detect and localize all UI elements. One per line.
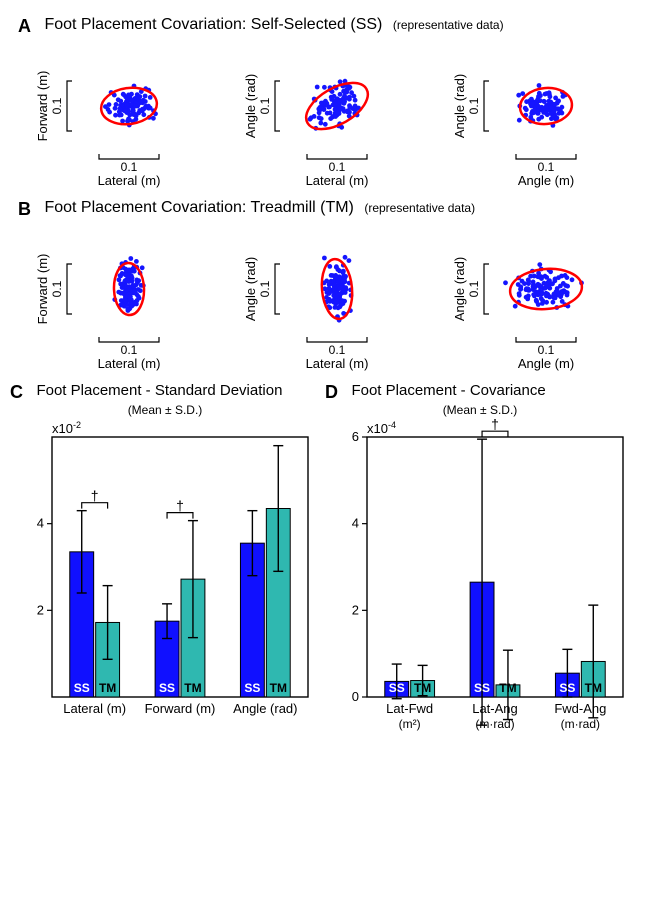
scatter-plot: 0.1 Lateral (m) 0.1 Angle (rad) [227, 224, 417, 374]
panel-a-title: Foot Placement Covariation: Self-Selecte… [44, 16, 382, 33]
panel-d-label: D [325, 382, 347, 403]
svg-text:TM: TM [184, 681, 201, 695]
svg-text:Lateral (m): Lateral (m) [306, 173, 369, 188]
svg-text:Lateral (m): Lateral (m) [98, 173, 161, 188]
panel-c-header: C Foot Placement - Standard Deviation [10, 382, 320, 403]
panel-a-header: A Foot Placement Covariation: Self-Selec… [18, 16, 635, 37]
svg-text:0.1: 0.1 [121, 343, 138, 357]
panel-a-subtitle: (representative data) [393, 18, 504, 32]
panel-a-label: A [18, 16, 40, 37]
panel-b-header: B Foot Placement Covariation: Treadmill … [18, 199, 635, 220]
svg-text:SS: SS [474, 681, 490, 695]
svg-text:0.1: 0.1 [537, 343, 554, 357]
panel-c-chart: x10-2 2 4 SS TM † Lateral (m) SS TM † Forward (m) S… [10, 417, 320, 747]
svg-text:2: 2 [352, 602, 359, 617]
svg-text:SS: SS [559, 681, 575, 695]
svg-text:SS: SS [159, 681, 175, 695]
svg-text:Forward (m): Forward (m) [35, 71, 50, 142]
svg-text:(m·rad): (m·rad) [561, 717, 600, 731]
svg-text:0.1: 0.1 [258, 97, 272, 114]
svg-text:4: 4 [37, 516, 44, 531]
svg-text:Lateral (m): Lateral (m) [98, 356, 161, 371]
scatter-plot: 0.1 Lateral (m) 0.1 Angle (rad) [227, 41, 417, 191]
svg-text:Angle (rad): Angle (rad) [233, 701, 297, 716]
svg-text:Lat-Ang: Lat-Ang [472, 701, 518, 716]
panel-c: C Foot Placement - Standard Deviation (M… [10, 382, 320, 747]
svg-text:Fwd-Ang: Fwd-Ang [554, 701, 606, 716]
svg-text:0.1: 0.1 [467, 97, 481, 114]
bar-row: C Foot Placement - Standard Deviation (M… [10, 382, 635, 747]
svg-text:0.1: 0.1 [50, 97, 64, 114]
scatter-box: 0.1 Lateral (m) 0.1 Angle (rad) [227, 41, 417, 191]
svg-text:Forward (m): Forward (m) [35, 254, 50, 325]
svg-text:†: † [176, 498, 184, 514]
panel-b-label: B [18, 199, 40, 220]
scatter-plot: 0.1 Lateral (m) 0.1 Forward (m) [19, 224, 209, 374]
scatter-box: 0.1 Lateral (m) 0.1 Angle (rad) [227, 224, 417, 374]
svg-text:0: 0 [352, 689, 359, 704]
scatter-box: 0.1 Lateral (m) 0.1 Forward (m) [19, 41, 209, 191]
panel-b-scatter-row: 0.1 Lateral (m) 0.1 Forward (m) 0.1 Late… [10, 224, 635, 374]
svg-text:2: 2 [37, 602, 44, 617]
svg-text:†: † [491, 417, 499, 432]
svg-text:Lat-Fwd: Lat-Fwd [386, 701, 433, 716]
svg-text:†: † [91, 488, 99, 504]
svg-text:TM: TM [270, 681, 287, 695]
svg-text:0.1: 0.1 [50, 280, 64, 297]
scatter-box: 0.1 Angle (m) 0.1 Angle (rad) [436, 224, 626, 374]
svg-text:SS: SS [74, 681, 90, 695]
svg-text:(m·rad): (m·rad) [475, 717, 514, 731]
svg-text:0.1: 0.1 [467, 280, 481, 297]
svg-text:TM: TM [499, 681, 516, 695]
panel-d-subtitle: (Mean ± S.D.) [325, 403, 635, 417]
panel-a-scatter-row: 0.1 Lateral (m) 0.1 Forward (m) 0.1 Late… [10, 41, 635, 191]
svg-text:TM: TM [99, 681, 116, 695]
svg-text:(m²): (m²) [399, 717, 421, 731]
svg-text:Angle (rad): Angle (rad) [452, 257, 467, 321]
svg-text:0.1: 0.1 [329, 343, 346, 357]
panel-b-title: Foot Placement Covariation: Treadmill (T… [44, 199, 353, 216]
svg-text:Angle (rad): Angle (rad) [452, 74, 467, 138]
svg-text:6: 6 [352, 429, 359, 444]
svg-text:0.1: 0.1 [329, 160, 346, 174]
panel-b-subtitle: (representative data) [364, 201, 475, 215]
scatter-plot: 0.1 Lateral (m) 0.1 Forward (m) [19, 41, 209, 191]
scatter-plot: 0.1 Angle (m) 0.1 Angle (rad) [436, 224, 626, 374]
svg-text:SS: SS [389, 681, 405, 695]
panel-c-label: C [10, 382, 32, 403]
svg-text:x10-2: x10-2 [52, 420, 81, 436]
svg-text:TM: TM [414, 681, 431, 695]
panel-c-subtitle: (Mean ± S.D.) [10, 403, 320, 417]
svg-text:TM: TM [585, 681, 602, 695]
scatter-box: 0.1 Angle (m) 0.1 Angle (rad) [436, 41, 626, 191]
scatter-plot: 0.1 Angle (m) 0.1 Angle (rad) [436, 41, 626, 191]
svg-text:Angle (m): Angle (m) [518, 356, 574, 371]
svg-text:Angle (rad): Angle (rad) [243, 74, 258, 138]
svg-text:SS: SS [244, 681, 260, 695]
panel-d-title: Foot Placement - Covariance [351, 382, 545, 399]
panel-d: D Foot Placement - Covariance (Mean ± S.… [325, 382, 635, 747]
panel-d-chart: x10-40246SSTMLat-Fwd(m²)SSTM†Lat-Ang(m·r… [325, 417, 635, 747]
svg-text:0.1: 0.1 [537, 160, 554, 174]
svg-text:Angle (rad): Angle (rad) [243, 257, 258, 321]
svg-text:Angle (m): Angle (m) [518, 173, 574, 188]
svg-text:Lateral (m): Lateral (m) [63, 701, 126, 716]
svg-text:x10-4: x10-4 [367, 420, 396, 436]
svg-text:4: 4 [352, 516, 359, 531]
scatter-box: 0.1 Lateral (m) 0.1 Forward (m) [19, 224, 209, 374]
svg-text:Lateral (m): Lateral (m) [306, 356, 369, 371]
svg-text:0.1: 0.1 [121, 160, 138, 174]
svg-text:Forward (m): Forward (m) [145, 701, 216, 716]
panel-d-header: D Foot Placement - Covariance [325, 382, 635, 403]
panel-c-title: Foot Placement - Standard Deviation [36, 382, 282, 399]
svg-text:0.1: 0.1 [258, 280, 272, 297]
